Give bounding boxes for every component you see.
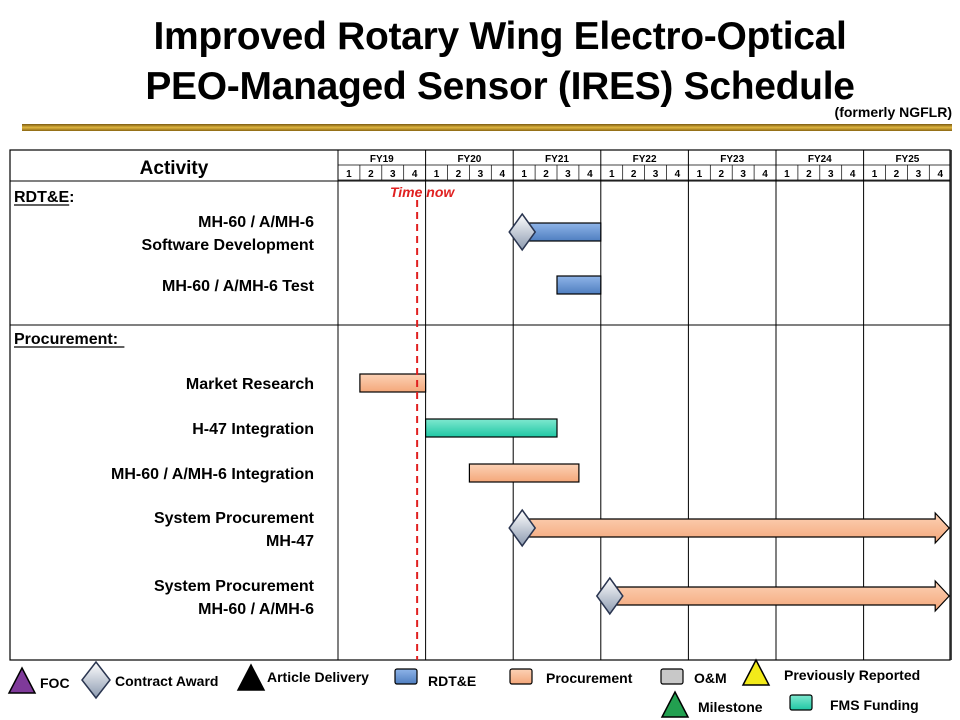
- quarter-label: 1: [434, 169, 440, 180]
- activity-label: Software Development: [142, 237, 315, 254]
- activity-header: Activity: [140, 158, 209, 179]
- quarter-label: 1: [609, 169, 615, 180]
- quarter-label: 1: [346, 169, 352, 180]
- schedule-bar: [359, 373, 427, 393]
- fms-legend-chip: [789, 694, 813, 711]
- schedule-bar: [610, 579, 951, 613]
- quarter-label: 1: [697, 169, 703, 180]
- quarter-label: 3: [653, 169, 659, 180]
- contract-award-icon: [81, 660, 111, 700]
- fiscal-year-label: FY19: [370, 154, 394, 165]
- title-line-2: PEO-Managed Sensor (IRES) Schedule: [145, 65, 855, 108]
- quarter-label: 4: [937, 169, 943, 180]
- subtitle: (formerly NGFLR): [834, 104, 952, 120]
- quarter-label: 4: [850, 169, 856, 180]
- activity-label: System Procurement: [154, 510, 315, 527]
- legend-label: Article Delivery: [267, 669, 369, 685]
- activity-label: MH-60 / A/MH-6: [198, 601, 314, 618]
- quarter-label: 3: [390, 169, 396, 180]
- activity-label: System Procurement: [154, 578, 315, 595]
- fiscal-year-label: FY25: [895, 154, 919, 165]
- legend-label: FMS Funding: [830, 697, 919, 713]
- fiscal-year-label: FY23: [720, 154, 744, 165]
- quarter-label: 2: [631, 169, 637, 180]
- activity-label: MH-60 / A/MH-6 Test: [162, 278, 315, 295]
- time-now-label: Time now: [390, 184, 455, 200]
- previously-reported-icon: [741, 658, 771, 686]
- rdte-legend-chip: [394, 668, 418, 685]
- contract-award-diamond: [595, 576, 624, 616]
- activity-label: MH-60 / A/MH-6 Integration: [111, 466, 314, 483]
- quarter-label: 2: [368, 169, 374, 180]
- schedule-bar: [556, 275, 602, 295]
- title-line-1: Improved Rotary Wing Electro-Optical: [153, 15, 847, 58]
- quarter-label: 4: [762, 169, 768, 180]
- quarter-label: 1: [872, 169, 878, 180]
- quarter-label: 4: [412, 169, 418, 180]
- activity-label: Market Research: [186, 376, 314, 393]
- legend-label: O&M: [694, 670, 727, 686]
- legend-label: Procurement: [546, 670, 633, 686]
- quarter-label: 2: [543, 169, 549, 180]
- quarter-label: 1: [521, 169, 527, 180]
- contract-award-diamond: [508, 508, 537, 548]
- section-label: RDT&E:: [14, 189, 74, 206]
- fiscal-year-label: FY20: [457, 154, 481, 165]
- fiscal-year-label: FY24: [808, 154, 832, 165]
- quarter-label: 3: [916, 169, 922, 180]
- quarter-label: 2: [456, 169, 462, 180]
- quarter-label: 4: [587, 169, 593, 180]
- schedule-bar: [468, 463, 580, 483]
- activity-label: MH-47: [266, 533, 314, 550]
- activity-label: H-47 Integration: [192, 421, 314, 438]
- quarter-label: 2: [806, 169, 812, 180]
- quarter-label: 2: [894, 169, 900, 180]
- schedule-bar: [522, 511, 951, 545]
- quarter-label: 3: [565, 169, 571, 180]
- activity-label: MH-60 / A/MH-6: [198, 214, 314, 231]
- legend-label: Milestone: [698, 699, 763, 715]
- fiscal-year-label: FY21: [545, 154, 569, 165]
- procurement-legend-chip: [509, 668, 533, 685]
- milestone-icon: [660, 690, 690, 718]
- schedule-bar: [425, 418, 558, 438]
- quarter-label: 1: [784, 169, 790, 180]
- section-label: Procurement:: [14, 331, 118, 348]
- legend-label: Contract Award: [115, 673, 218, 689]
- article-delivery-icon: [236, 663, 266, 691]
- legend-label: FOC: [40, 675, 70, 691]
- fiscal-year-label: FY22: [633, 154, 657, 165]
- foc-icon: [7, 666, 37, 694]
- quarter-label: 4: [499, 169, 505, 180]
- quarter-label: 3: [740, 169, 746, 180]
- contract-award-diamond: [508, 212, 537, 252]
- quarter-label: 3: [828, 169, 834, 180]
- title-rule: [22, 124, 952, 131]
- om-legend-chip: [660, 668, 684, 685]
- quarter-label: 3: [478, 169, 484, 180]
- quarter-label: 4: [675, 169, 681, 180]
- quarter-label: 2: [718, 169, 724, 180]
- legend-label: RDT&E: [428, 673, 476, 689]
- chart-frame: [9, 149, 951, 661]
- legend-label: Previously Reported: [784, 667, 920, 683]
